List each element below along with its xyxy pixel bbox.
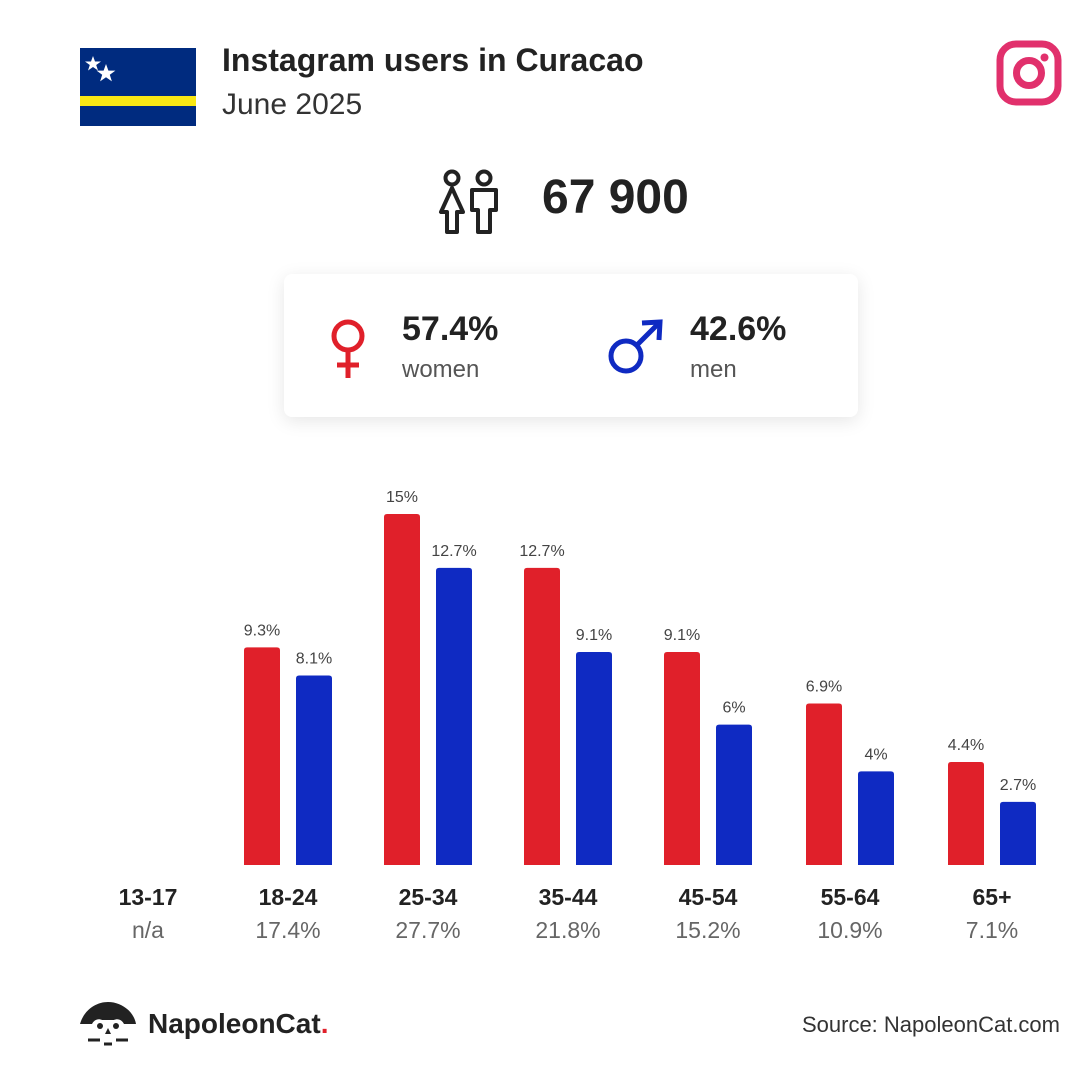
women-percentage: 57.4%: [402, 310, 499, 348]
age-group-share: 15.2%: [675, 917, 741, 943]
women-label: women: [402, 356, 480, 383]
women-data-label-65+: 4.4%: [948, 737, 984, 754]
age-group-label: 65+: [972, 884, 1012, 910]
men-bar-25-34: [436, 567, 472, 865]
men-bar-45-54: [716, 724, 752, 865]
source-text: Source: NapoleonCat.com: [801, 1012, 1060, 1037]
age-group-35-44: 35-44 21.8%: [498, 884, 638, 944]
gender-card: 57.4% women 42.6% men: [284, 274, 858, 417]
women-data-label-55-64: 6.9%: [806, 679, 842, 696]
women-data-label-25-34: 15%: [386, 489, 418, 506]
men-data-label-35-44: 9.1%: [576, 627, 612, 644]
men-data-label-18-24: 8.1%: [296, 650, 332, 667]
women-data-label-45-54: 9.1%: [664, 627, 700, 644]
age-group-25-34: 25-34 27.7%: [358, 884, 498, 944]
age-group-share: 10.9%: [817, 917, 883, 943]
age-group-55-64: 55-64 10.9%: [780, 884, 920, 944]
age-group-label: 35-44: [538, 884, 598, 910]
men-data-label-55-64: 4%: [864, 746, 887, 763]
women-bar-45-54: [664, 652, 700, 865]
women-bar-65+: [948, 762, 984, 865]
men-bar-35-44: [576, 652, 612, 865]
age-group-label: 18-24: [258, 884, 318, 910]
age-group-13-17: 13-17 n/a: [78, 884, 218, 944]
age-group-label: 13-17: [118, 884, 178, 910]
brand-dot: .: [320, 1008, 329, 1039]
age-group-label: 55-64: [820, 884, 880, 910]
women-bar-25-34: [384, 514, 420, 865]
page-subtitle: June 2025: [222, 88, 363, 121]
men-percentage: 42.6%: [690, 310, 787, 348]
men-label: men: [690, 356, 737, 383]
age-group-18-24: 18-24 17.4%: [218, 884, 358, 944]
age-group-share: 27.7%: [395, 917, 461, 943]
women-bar-18-24: [244, 647, 280, 865]
men-data-label-65+: 2.7%: [1000, 777, 1036, 794]
women-bar-55-64: [806, 703, 842, 865]
brand-name: NapoleonCat.: [148, 1008, 328, 1040]
people-icon: [432, 168, 506, 238]
age-group-share: 7.1%: [965, 917, 1019, 943]
age-group-45-54: 45-54 15.2%: [638, 884, 778, 944]
men-bar-65+: [1000, 801, 1036, 865]
age-group-label: 25-34: [398, 884, 458, 910]
women-data-label-35-44: 12.7%: [519, 543, 564, 560]
age-group-share: 21.8%: [535, 917, 601, 943]
female-symbol-icon: [328, 318, 368, 385]
curacao-flag-icon: [80, 48, 196, 126]
women-bar-35-44: [524, 567, 560, 865]
total-users-value: 67 900: [542, 171, 689, 224]
men-bar-18-24: [296, 675, 332, 865]
men-bar-55-64: [858, 771, 894, 865]
age-group-share: n/a: [132, 917, 164, 943]
instagram-icon: [996, 40, 1062, 106]
page-title: Instagram users in Curacao: [222, 42, 644, 78]
age-group-label: 45-54: [678, 884, 738, 910]
men-data-label-25-34: 12.7%: [431, 543, 476, 560]
age-gender-bar-chart: 9.3% 8.1% 15% 12.7% 12.7% 9.1% 9.1% 6% 6.9% 4% 4.4…: [244, 489, 1036, 865]
women-data-label-18-24: 9.3%: [244, 622, 280, 639]
age-group-65+: 65+ 7.1%: [922, 884, 1062, 944]
napoleoncat-logo-icon: [78, 998, 138, 1050]
male-symbol-icon: [606, 318, 666, 381]
men-data-label-45-54: 6%: [722, 700, 745, 717]
brand-text: NapoleonCat: [148, 1008, 321, 1039]
age-group-share: 17.4%: [255, 917, 321, 943]
